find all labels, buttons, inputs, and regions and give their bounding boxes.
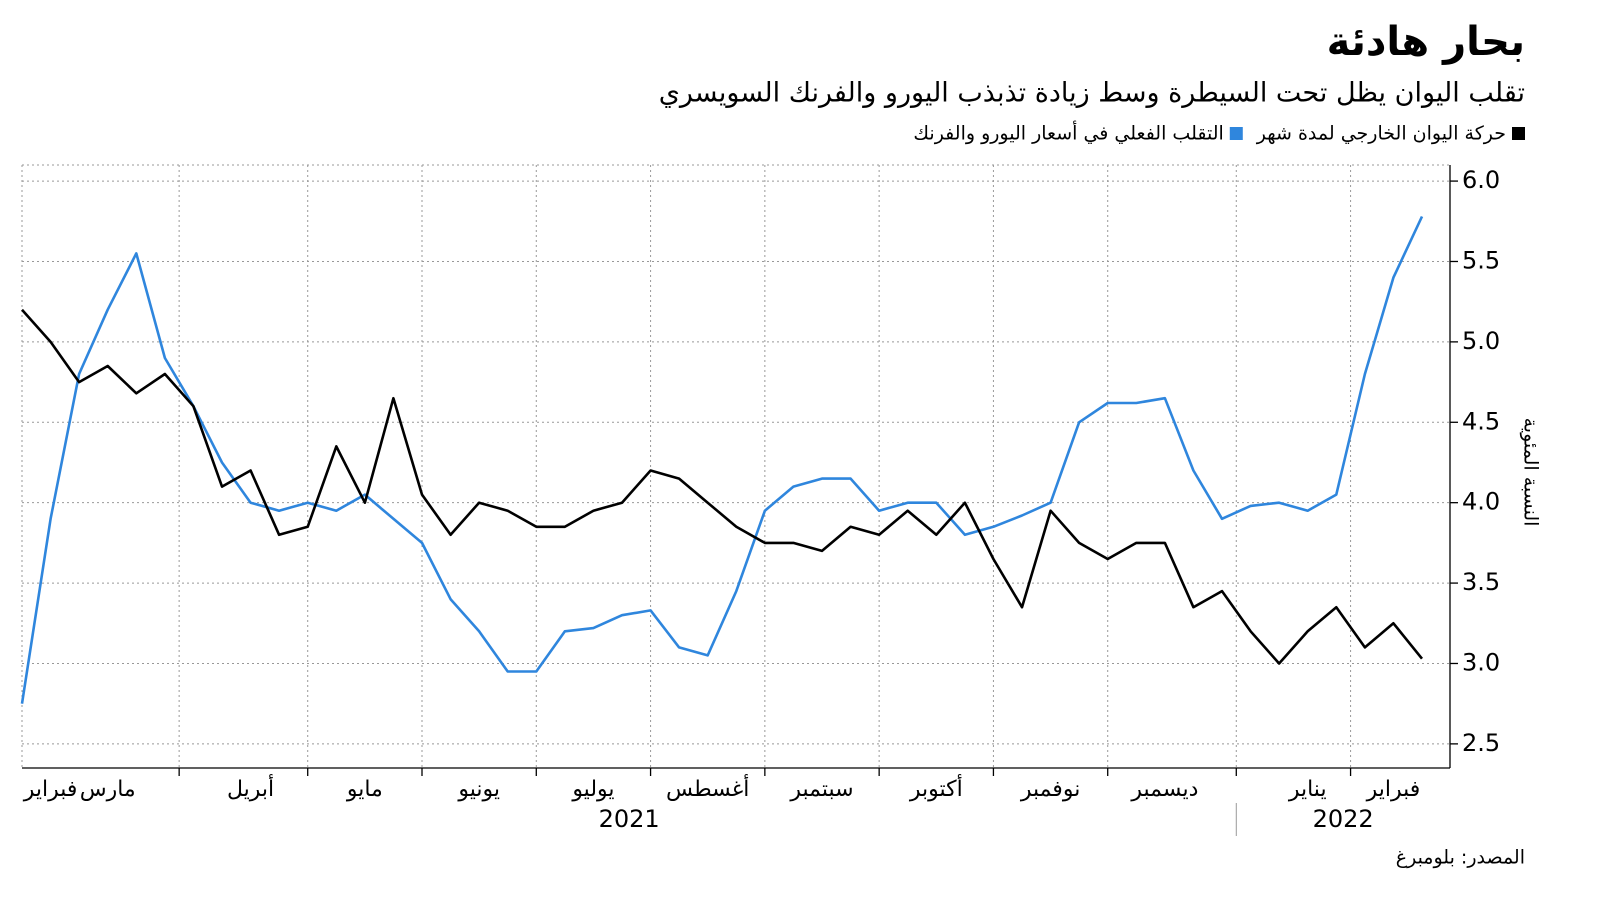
y-axis-label: النسبة المئوية bbox=[1520, 418, 1542, 527]
x-tick-label: نوفمبر bbox=[1020, 777, 1081, 802]
y-tick-label: 6.0 bbox=[1462, 166, 1500, 194]
source: المصدر: بلومبرغ bbox=[1396, 847, 1525, 869]
series-line bbox=[21, 308, 1424, 665]
x-tick-label: سبتمبر bbox=[789, 777, 853, 802]
y-tick-label: 4.5 bbox=[1462, 407, 1500, 435]
x-tick-label: أكتوبر bbox=[909, 774, 963, 802]
x-tick-label: يونيو bbox=[457, 777, 500, 802]
y-tick-label: 5.0 bbox=[1462, 327, 1500, 355]
x-tick-label: مايو bbox=[346, 777, 383, 802]
chart-title: بحار هادئة bbox=[1327, 19, 1525, 65]
x-tick-label: يناير bbox=[1288, 777, 1327, 802]
legend-swatch bbox=[1229, 127, 1243, 140]
x-tick-label: فبراير bbox=[1366, 777, 1421, 802]
y-tick-label: 5.5 bbox=[1462, 246, 1500, 274]
x-tick-label: أغسطس bbox=[666, 774, 749, 802]
series-line bbox=[20, 215, 1424, 704]
x-tick-label: فبراير bbox=[23, 777, 78, 802]
x-tick-label: ديسمبر bbox=[1130, 777, 1198, 802]
year-label: 2021 bbox=[599, 805, 660, 833]
legend-label: حركة اليوان الخارجي لمدة شهر bbox=[1256, 123, 1506, 145]
chart-subtitle: تقلب اليوان يظل تحت السيطرة وسط زيادة تذ… bbox=[659, 78, 1525, 109]
x-tick-label: أبريل bbox=[227, 774, 274, 802]
y-tick-label: 3.0 bbox=[1462, 648, 1500, 676]
y-tick-label: 2.5 bbox=[1462, 729, 1500, 757]
year-label: 2022 bbox=[1313, 805, 1374, 833]
x-tick-label: يوليو bbox=[571, 777, 614, 802]
y-tick-label: 3.5 bbox=[1462, 568, 1500, 596]
legend-swatch bbox=[1512, 127, 1525, 140]
x-tick-label: مارس bbox=[80, 777, 136, 802]
legend-label: التقلب الفعلي في أسعار اليورو والفرنك bbox=[913, 121, 1223, 145]
y-tick-label: 4.0 bbox=[1462, 488, 1500, 516]
